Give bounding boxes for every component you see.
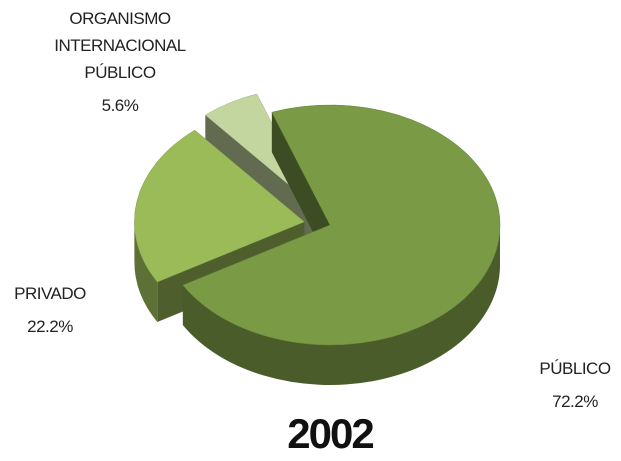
slice-wall (182, 225, 500, 386)
chart-title: 2002 (287, 410, 374, 457)
category-label: ORGANISMO INTERNACIONAL PÚBLICO (54, 9, 186, 82)
category-label: PÚBLICO (539, 359, 611, 378)
slice (134, 129, 305, 283)
category-label: PRIVADO (14, 284, 86, 303)
slice-wall (134, 221, 158, 322)
slice (182, 104, 501, 346)
value-label: 72.2% (552, 392, 598, 411)
slice-face (271, 112, 330, 266)
value-label: 5.6% (101, 96, 139, 115)
value-label: 22.2% (27, 317, 73, 336)
